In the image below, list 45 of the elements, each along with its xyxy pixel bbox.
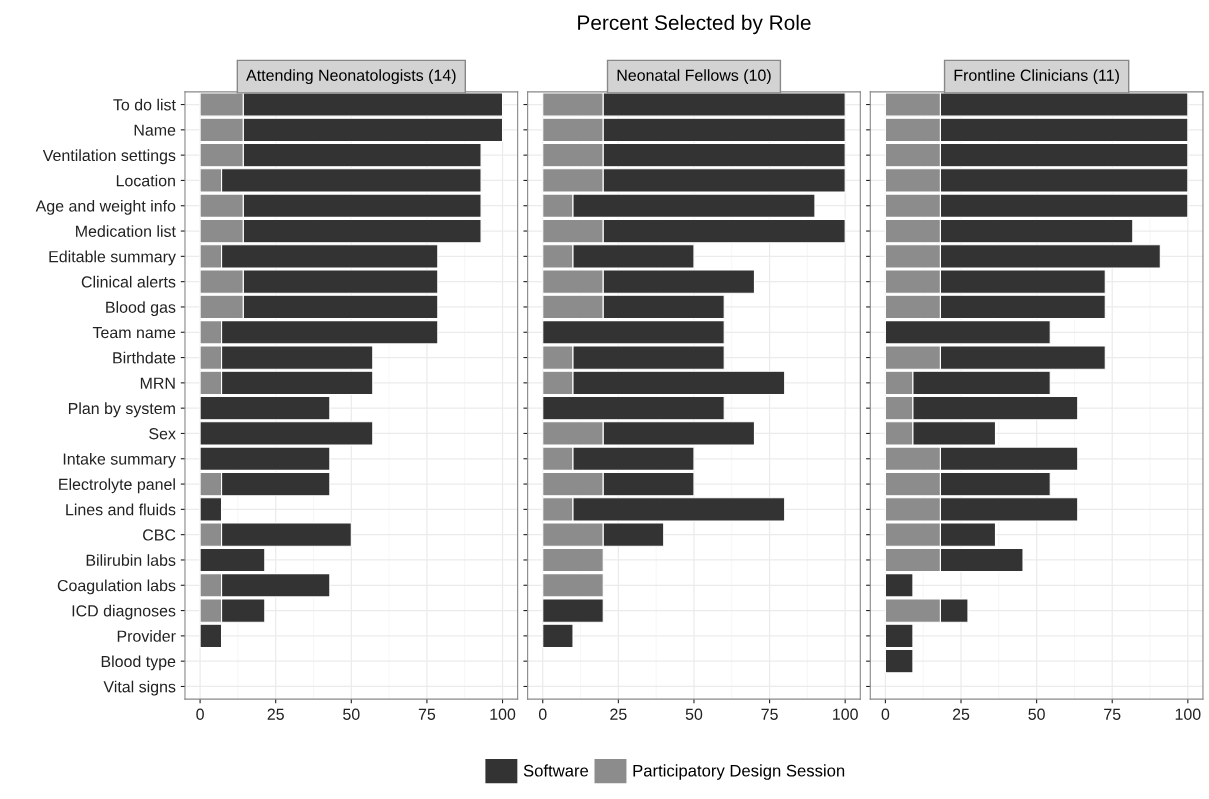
y-tick-label: Provider [117,630,176,642]
x-tick-label: 25 [267,708,284,720]
y-tick-label: Team name [92,327,176,339]
x-tick-label: 100 [1175,708,1201,720]
y-tick-label: Plan by system [68,402,175,418]
x-tick-label: 50 [1028,708,1045,720]
y-tick-label: Electrolyte panel [59,478,175,494]
y-tick-label: Medication list [76,225,176,237]
y-tick-label: Coagulation labs [57,579,176,595]
chart-subtitle: Attending Neonatologists (14) [246,69,456,85]
y-tick-label: Birthdate [113,351,176,364]
y-tick-label: Editable summary [49,250,176,266]
x-tick-label: 100 [833,708,858,720]
y-tick-label: To do list [113,98,176,111]
y-tick-label: Sex [149,428,176,440]
x-tick-label: 50 [343,708,360,720]
y-tick-label: Clinical alerts [81,275,176,288]
y-tick-label: Name [134,124,176,136]
y-tick-label: Blood gas [106,301,176,317]
x-tick-label: 0 [196,708,204,720]
y-tick-label: Bilirubin labs [86,554,176,566]
y-tick-label: MRN [140,377,175,389]
legend-label: Participatory Design Session [633,764,845,780]
x-tick-label: 75 [418,708,436,720]
y-tick-label: Vital signs [103,680,176,696]
x-tick-label: 25 [952,708,970,720]
x-tick-label: 50 [685,708,703,720]
chart-subtitle: Frontline Clinicians (11) [954,69,1119,85]
x-tick-label: 0 [881,708,890,720]
chart-title: Percent Selected by Role [578,14,811,35]
y-tick-label: Age and weight info [35,199,176,215]
x-tick-label: 0 [538,708,547,720]
y-tick-label: Blood type [101,655,176,671]
y-tick-label: Intake summary [63,452,176,468]
y-tick-label: ICD diagnoses [72,604,176,620]
chart-subtitle: Neonatal Fellows (10) [617,69,771,85]
legend-label: Software [523,764,589,777]
y-tick-label: Location [116,174,175,187]
x-tick-label: 75 [1104,708,1121,720]
y-tick-label: Lines and fluids [66,503,176,516]
x-tick-label: 25 [610,708,627,720]
x-tick-label: 75 [761,708,778,720]
x-tick-label: 100 [490,708,516,720]
y-tick-label: Ventilation settings [42,149,176,165]
y-tick-label: CBC [143,529,176,541]
